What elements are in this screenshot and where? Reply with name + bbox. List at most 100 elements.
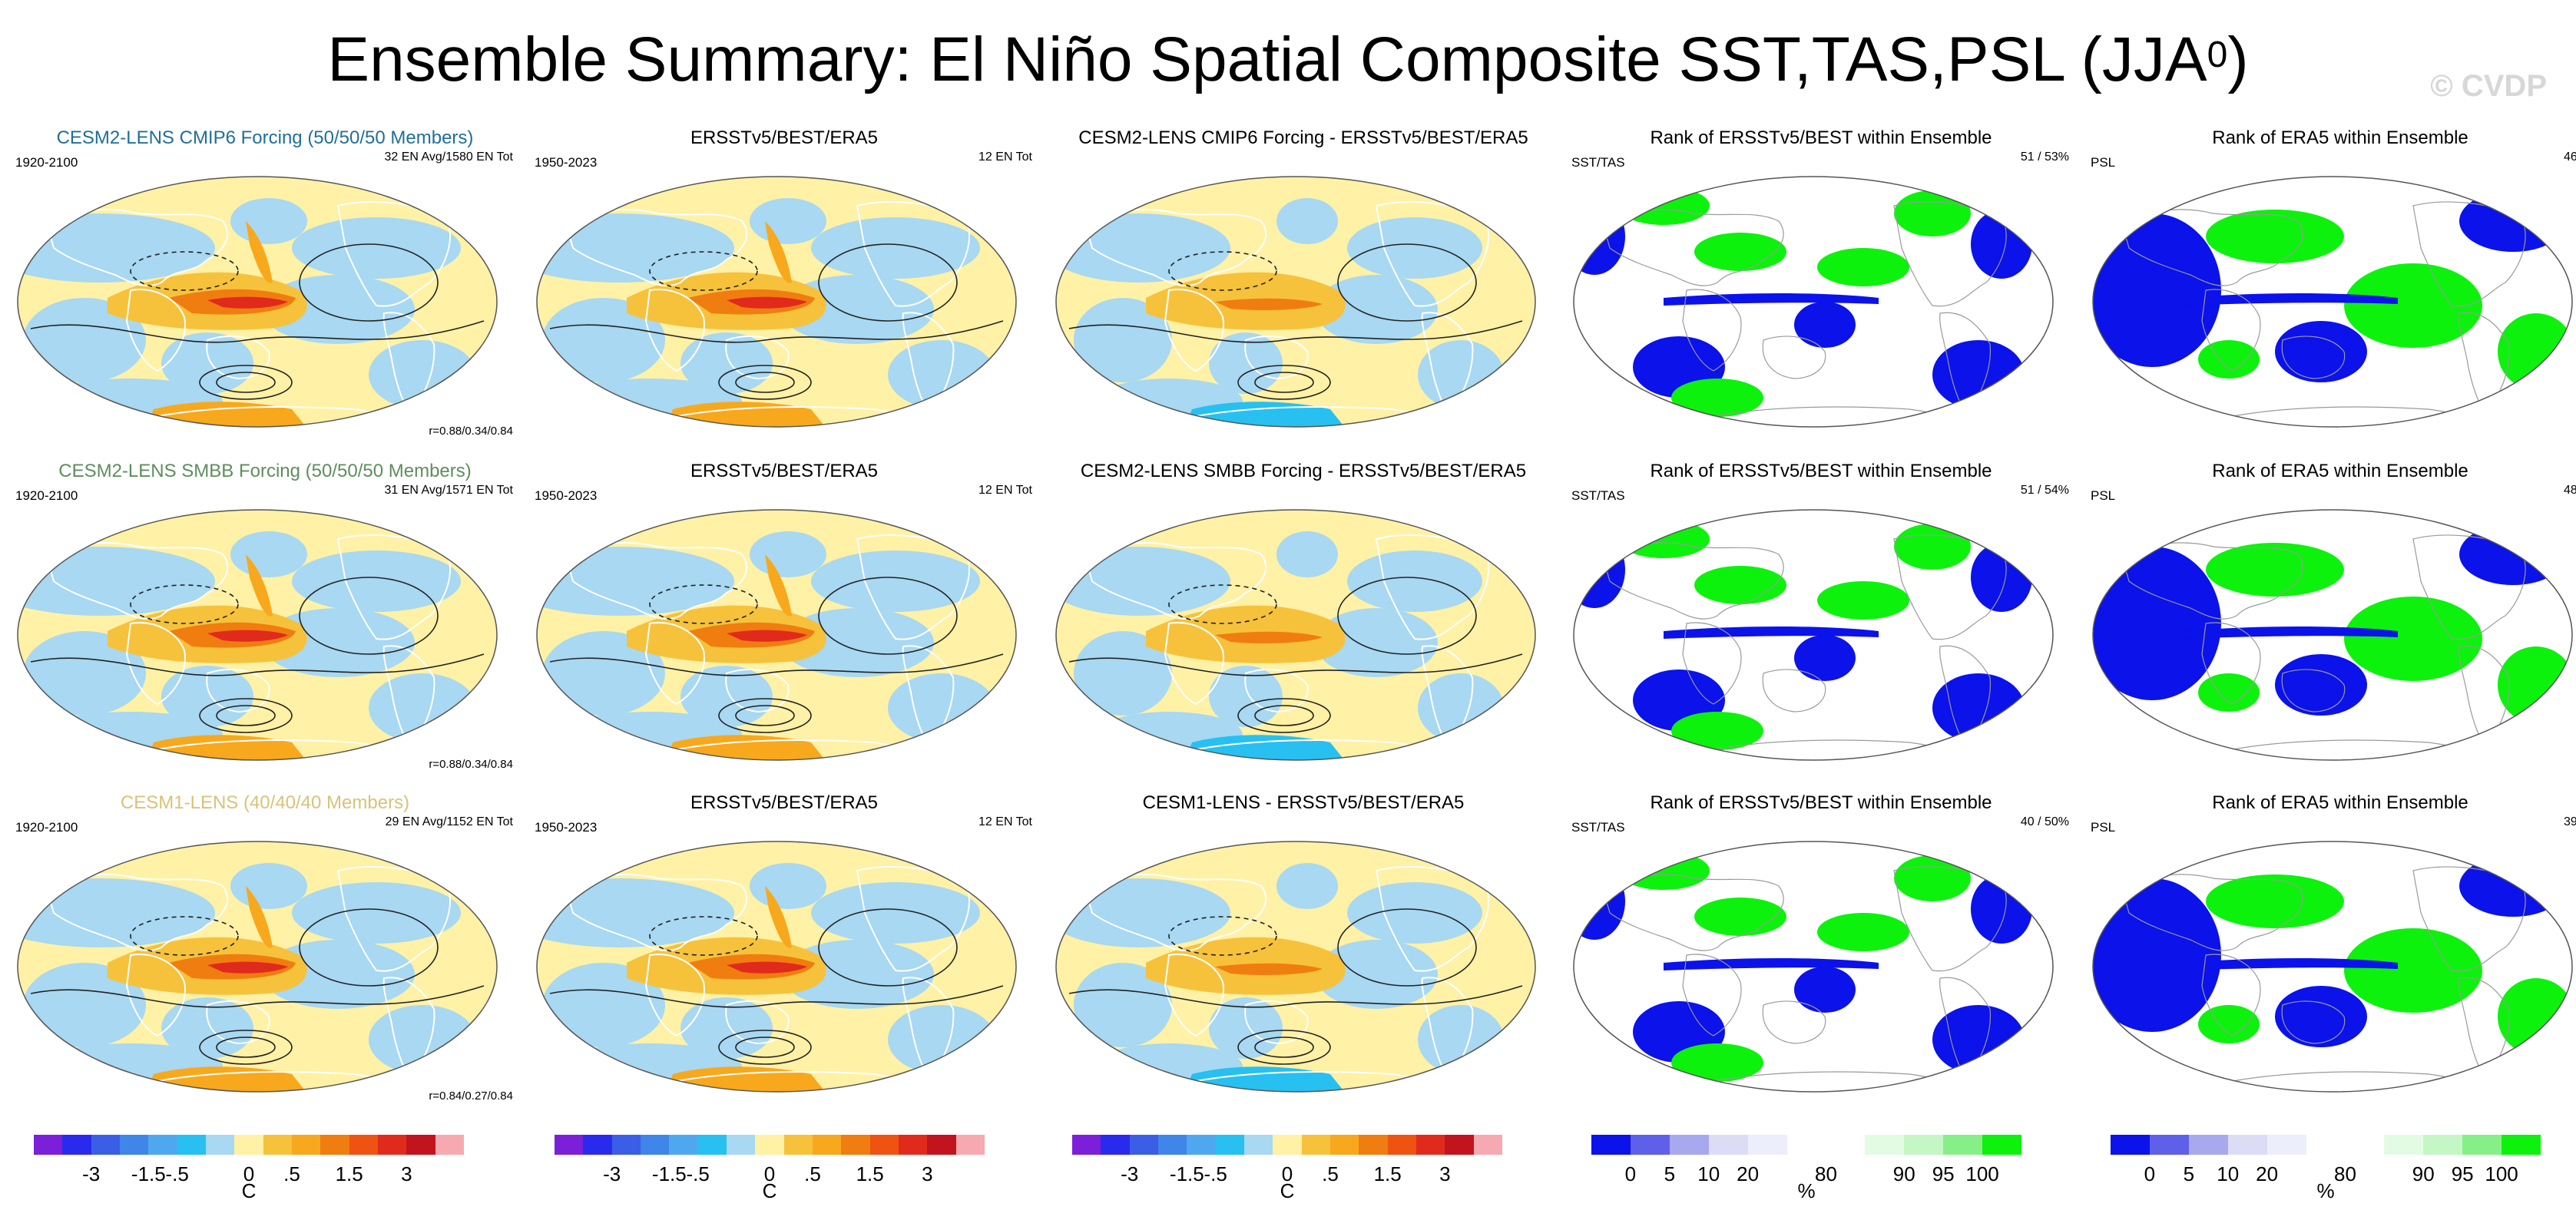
psl-contour: [1337, 243, 1477, 322]
low-rank-region: [1794, 635, 1856, 681]
colorbar-swatches: [555, 1135, 985, 1155]
psl-contour: [216, 1037, 276, 1058]
coastline: [206, 336, 270, 380]
coastline: [2412, 866, 2526, 972]
coastline: [1375, 534, 1490, 640]
colorbar-anomaly-2: -3 -1.5 -.5 0 .5 1.5 3 C: [555, 1133, 985, 1202]
panel-title: Rank of ERA5 within Ensemble: [2212, 127, 2468, 148]
warm-anomaly-core: [1215, 631, 1323, 643]
colorbar-swatch: [1904, 1135, 1944, 1155]
low-rank-region: [2183, 293, 2398, 306]
colorbar-swatch: [1943, 1135, 1983, 1155]
warm-anomaly-core: [1215, 963, 1323, 975]
high-rank-region: [2198, 340, 2260, 379]
warm-anomaly-tongue: [246, 554, 273, 617]
rank-percent: 46%: [2563, 150, 2576, 164]
high-rank-region: [1694, 233, 1786, 271]
coastline: [725, 336, 790, 380]
coastline: [856, 201, 971, 307]
map-panel-obs-row2: ERSSTv5/BEST/ERA5 1950-2023 12 EN Tot: [527, 458, 1041, 780]
cool-anomaly-region: [1276, 531, 1338, 577]
psl-contour: [299, 243, 439, 322]
colorbar-swatch: [1669, 1135, 1709, 1155]
warm-anomaly-peak: [207, 630, 288, 642]
low-rank-region: [2093, 878, 2221, 1032]
coastline: [2281, 669, 2346, 712]
cool-anomaly-region: [542, 298, 665, 382]
colorbar-unit: C: [1280, 1179, 1295, 1202]
colorbar-swatch: [1072, 1135, 1101, 1155]
cool-anomaly-region: [23, 631, 146, 716]
colorbar-tick-label: 0: [1281, 1162, 1293, 1185]
low-rank-region: [2275, 654, 2367, 716]
colorbar-swatch: [1387, 1135, 1416, 1155]
colorbar-swatch: [1591, 1135, 1631, 1155]
colorbar-swatch: [119, 1135, 149, 1155]
colorbar-swatch: [205, 1135, 235, 1155]
high-rank-region: [2198, 1005, 2260, 1043]
warm-anomaly-peak: [727, 296, 807, 309]
map-border: [17, 841, 498, 1093]
warm-anomaly-core: [1215, 298, 1323, 310]
coastline: [2201, 622, 2261, 705]
cool-anomaly-region: [1315, 940, 1438, 1009]
rank-percent: 51 / 53%: [2020, 150, 2069, 164]
coastline: [45, 873, 228, 952]
colorbar-swatch: [869, 1135, 899, 1155]
colorbar-swatch: [435, 1135, 464, 1155]
colorbar-swatch: [62, 1135, 91, 1155]
colorbar-swatch: [2345, 1135, 2385, 1155]
high-rank-region: [2198, 673, 2260, 712]
colorbar-swatch: [726, 1135, 756, 1155]
psl-contour: [1068, 985, 1523, 1008]
psl-contour: [649, 584, 758, 624]
panel-title: Rank of ERSSTv5/BEST within Ensemble: [1650, 461, 1992, 481]
colorbar-swatch: [812, 1135, 842, 1155]
map-panel-obs-row1: ERSSTv5/BEST/ERA5 1950-2023 12 EN Tot: [527, 124, 1041, 447]
high-rank-region: [2206, 543, 2344, 597]
psl-contour: [735, 372, 795, 393]
coastline: [1083, 541, 1266, 620]
coastline: [1682, 954, 1742, 1037]
psl-contour: [549, 985, 1004, 1008]
event-count: 32 EN Avg/1580 EN Tot: [384, 150, 513, 164]
pattern-correlation: r=0.88/0.34/0.84: [429, 425, 513, 438]
high-rank-region: [1694, 898, 1786, 936]
cool-anomaly-region: [292, 217, 461, 279]
event-count: 12 EN Tot: [978, 815, 1032, 828]
colorbar-tick-label: 80: [2333, 1162, 2356, 1185]
cool-anomaly-region: [1276, 198, 1338, 244]
colorbar-unit: C: [241, 1179, 257, 1202]
colorbar-swatch: [755, 1135, 784, 1155]
coastline: [2281, 336, 2346, 379]
rank-percent: 40 / 50%: [2020, 815, 2069, 828]
psl-contour: [718, 698, 812, 733]
colorbar-swatch: [1215, 1135, 1244, 1155]
coastline: [1893, 866, 2007, 972]
low-rank-region: [1794, 967, 1856, 1013]
cool-anomaly-region: [1209, 997, 1283, 1059]
colorbar-swatch: [1982, 1135, 2021, 1155]
high-rank-region: [2206, 210, 2344, 263]
colorbar-swatch: [291, 1135, 321, 1155]
colorbar-swatch: [320, 1135, 349, 1155]
coastline: [336, 866, 452, 972]
coastline: [1762, 669, 1826, 712]
colorbar-tick-label: -1.5: [651, 1162, 687, 1185]
map-plot: [1055, 509, 1536, 761]
map-border: [1055, 176, 1536, 428]
psl-contour: [199, 1030, 293, 1065]
psl-contour: [130, 916, 239, 956]
coastline: [1762, 1000, 1826, 1044]
colorbar-swatch: [2227, 1135, 2267, 1155]
map-border: [2092, 176, 2573, 428]
cool-anomaly-region: [1074, 631, 1172, 716]
colorbar-swatches: [1072, 1135, 1502, 1155]
coastline: [1164, 622, 1224, 706]
psl-contour: [1337, 577, 1477, 655]
colorbar-tick-label: .5: [804, 1162, 821, 1185]
colorbar-swatch: [1129, 1135, 1158, 1155]
coastline: [1244, 669, 1309, 713]
colorbar-swatch: [349, 1135, 378, 1155]
map-plot: [1573, 841, 2054, 1093]
